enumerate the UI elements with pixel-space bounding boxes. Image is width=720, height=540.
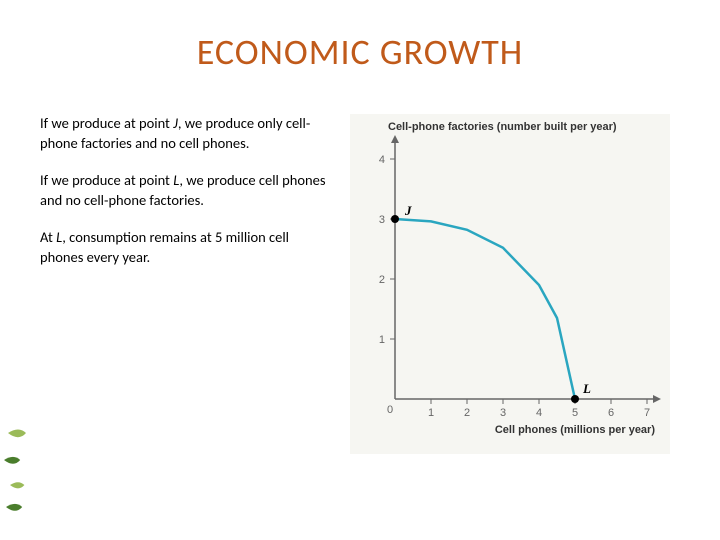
svg-text:7: 7	[644, 407, 650, 419]
point-l-label: L	[582, 381, 591, 396]
paragraph-1: If we produce at point J, we produce onl…	[40, 114, 330, 153]
svg-text:3: 3	[500, 407, 506, 419]
x-axis-title: Cell phones (millions per year)	[495, 424, 655, 436]
svg-text:2: 2	[464, 407, 470, 419]
svg-text:6: 6	[608, 407, 614, 419]
svg-text:5: 5	[572, 407, 578, 419]
origin-label: 0	[387, 404, 393, 416]
chart-column: Cell-phone factories (number built per y…	[350, 114, 680, 459]
svg-text:1: 1	[379, 334, 385, 346]
point-j	[391, 215, 399, 223]
svg-text:4: 4	[379, 154, 385, 166]
svg-text:1: 1	[428, 407, 434, 419]
title-text: ECONOMIC GROWTH	[197, 30, 523, 74]
chart-bg	[350, 114, 670, 454]
content-row: If we produce at point J, we produce onl…	[40, 114, 680, 459]
svg-text:4: 4	[536, 407, 542, 419]
page-title: ECONOMIC GROWTH	[40, 30, 680, 74]
point-j-label: J	[404, 203, 412, 218]
y-axis-title: Cell-phone factories (number built per y…	[388, 121, 617, 133]
paragraph-2: If we produce at point L, we produce cel…	[40, 171, 330, 210]
svg-text:2: 2	[379, 274, 385, 286]
ppf-chart: Cell-phone factories (number built per y…	[350, 114, 670, 454]
point-l	[571, 395, 579, 403]
leaf-decoration-icon	[0, 415, 55, 525]
text-column: If we produce at point J, we produce onl…	[40, 114, 330, 459]
svg-text:3: 3	[379, 214, 385, 226]
paragraph-3: At L, consumption remains at 5 million c…	[40, 228, 330, 267]
